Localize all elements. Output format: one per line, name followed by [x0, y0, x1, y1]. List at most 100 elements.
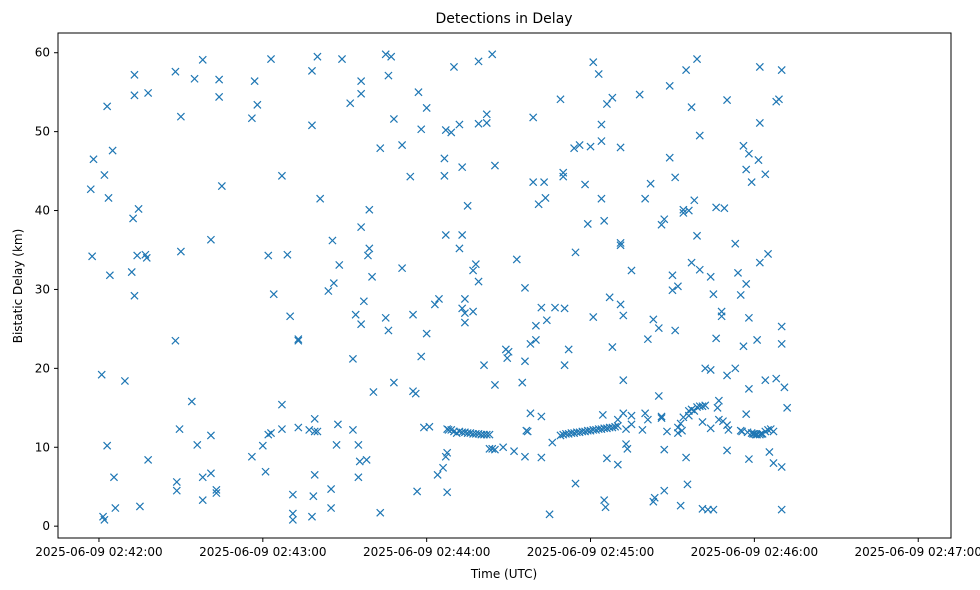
data-point	[384, 71, 393, 80]
data-point	[777, 462, 786, 472]
data-point	[665, 153, 674, 162]
data-point	[744, 313, 753, 322]
data-point	[731, 364, 740, 373]
data-point	[354, 473, 363, 482]
data-point	[660, 215, 669, 224]
data-point	[764, 249, 773, 258]
data-point	[288, 509, 297, 518]
data-point	[608, 343, 617, 352]
data-point	[739, 141, 748, 150]
data-point	[510, 447, 519, 456]
data-point	[665, 81, 674, 90]
data-point	[389, 378, 398, 387]
data-point	[683, 480, 692, 489]
data-point	[747, 178, 756, 187]
data-point	[144, 88, 153, 97]
y-tick-label: 40	[35, 204, 50, 218]
data-point	[206, 431, 215, 440]
data-point	[355, 457, 364, 466]
data-point	[413, 487, 422, 496]
data-point	[733, 268, 743, 277]
data-point	[309, 492, 318, 501]
data-point	[294, 423, 303, 432]
data-point	[198, 473, 207, 482]
data-point	[673, 282, 682, 291]
data-point	[761, 376, 770, 385]
data-point	[198, 55, 207, 64]
data-point	[283, 250, 292, 259]
data-point	[764, 425, 773, 434]
data-point	[198, 496, 207, 505]
y-tick-label: 50	[35, 125, 50, 139]
data-point	[534, 200, 543, 209]
data-point	[540, 178, 549, 187]
data-point	[458, 163, 467, 172]
data-point	[357, 223, 366, 232]
data-point	[97, 370, 106, 379]
y-tick-label: 60	[35, 46, 50, 60]
data-point	[133, 251, 142, 260]
data-point	[570, 144, 579, 153]
data-point	[307, 121, 316, 130]
data-point	[111, 503, 120, 513]
x-axis-label: Time (UTC)	[470, 567, 537, 581]
data-point	[482, 118, 491, 127]
data-point	[310, 427, 319, 436]
data-point	[277, 171, 286, 180]
data-point	[695, 265, 704, 274]
data-point	[769, 459, 778, 468]
data-point	[531, 335, 540, 344]
data-point	[103, 441, 112, 450]
data-point	[504, 347, 513, 356]
data-point	[668, 271, 677, 280]
data-point	[537, 303, 546, 312]
data-point	[503, 354, 512, 363]
data-point	[761, 170, 770, 179]
data-point	[253, 100, 262, 109]
data-point	[635, 90, 644, 99]
data-point	[589, 313, 598, 322]
data-point	[120, 376, 129, 386]
data-point	[724, 425, 733, 434]
data-point	[362, 455, 371, 464]
data-point	[474, 57, 483, 66]
x-tick-label: 2025-06-09 02:42:00	[35, 545, 162, 559]
data-point	[277, 400, 286, 409]
data-point	[212, 485, 221, 494]
data-point	[130, 291, 139, 300]
data-point	[723, 421, 732, 430]
data-point	[425, 422, 434, 431]
data-point	[755, 118, 764, 127]
x-tick-label: 2025-06-09 02:47:00	[855, 545, 980, 559]
data-point	[559, 172, 568, 181]
data-point	[731, 239, 740, 248]
data-point	[447, 128, 456, 137]
data-point	[600, 496, 609, 505]
data-point	[753, 335, 762, 344]
data-point	[264, 251, 273, 260]
data-point	[488, 444, 497, 453]
data-point	[387, 52, 396, 61]
data-point	[176, 112, 185, 121]
data-point	[389, 114, 398, 124]
data-point	[560, 304, 569, 313]
data-point	[277, 425, 286, 434]
data-point	[679, 208, 688, 217]
data-point	[613, 415, 622, 424]
data-point	[600, 216, 609, 225]
data-point	[474, 277, 483, 286]
data-point	[129, 214, 138, 223]
data-point	[742, 165, 751, 174]
data-point	[613, 460, 622, 469]
data-point	[765, 447, 774, 457]
data-point	[332, 440, 341, 449]
data-point	[376, 144, 385, 153]
data-point	[706, 272, 715, 281]
data-point	[269, 290, 278, 299]
data-point	[641, 194, 650, 203]
data-point	[713, 403, 722, 412]
data-point	[526, 409, 535, 418]
data-point	[682, 453, 691, 462]
data-point	[777, 322, 786, 331]
data-point	[755, 258, 764, 267]
